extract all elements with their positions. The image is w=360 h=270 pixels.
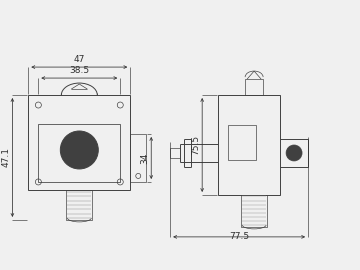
Bar — [245, 79, 263, 95]
Text: 47: 47 — [74, 55, 85, 64]
Text: 75.5: 75.5 — [191, 135, 200, 155]
Bar — [66, 190, 92, 220]
Circle shape — [60, 131, 98, 169]
Text: 77.5: 77.5 — [229, 232, 249, 241]
Circle shape — [286, 145, 302, 161]
Bar — [39, 124, 120, 182]
Bar — [28, 95, 130, 190]
Text: 38.5: 38.5 — [69, 66, 89, 75]
Circle shape — [67, 138, 91, 162]
Bar — [130, 134, 146, 182]
Text: 34: 34 — [140, 152, 149, 164]
Bar — [241, 195, 267, 227]
Bar — [228, 125, 256, 160]
Text: 47.1: 47.1 — [1, 147, 10, 167]
Bar — [218, 95, 280, 195]
